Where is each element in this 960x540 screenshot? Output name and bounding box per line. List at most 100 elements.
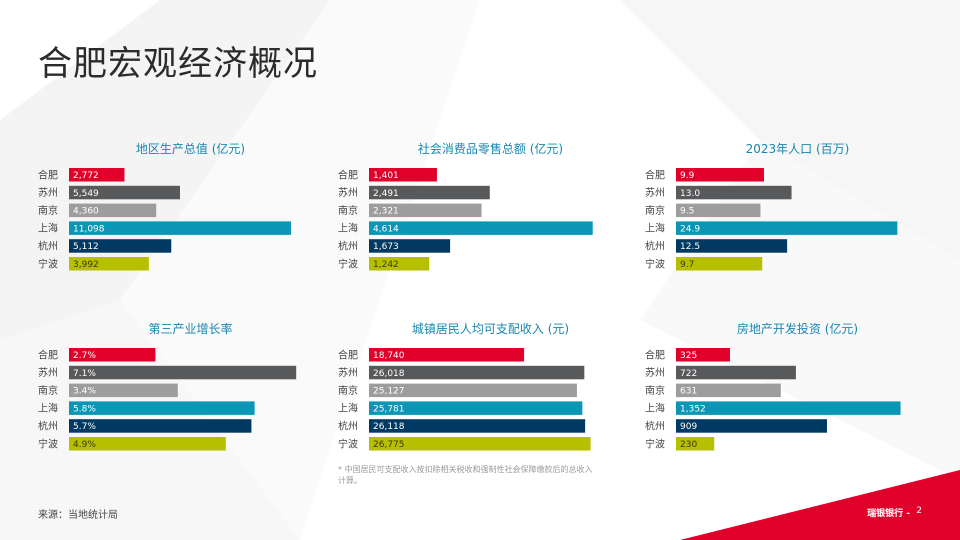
category-label: 合肥 <box>645 168 665 181</box>
bar <box>369 168 437 182</box>
value-label: 7.1% <box>73 369 96 379</box>
bar <box>676 221 898 235</box>
value-label: 9.5 <box>680 207 694 217</box>
chart-tertiary-growth: 第三产业增长率 合肥 2.7% 苏州 7.1% 南京 3.4% 上海 5.8% 杭州 5.7% 宁波… <box>38 320 313 470</box>
value-label: 9.9 <box>680 171 695 181</box>
category-label: 宁波 <box>645 257 665 270</box>
bar <box>676 365 796 380</box>
category-label: 合肥 <box>645 348 665 361</box>
bar <box>676 168 764 182</box>
value-label: 25,127 <box>373 387 405 397</box>
value-label: 2.7% <box>73 351 96 361</box>
chart-disposable-income: 城镇居民人均可支配收入 (元) 合肥 18,740 苏州 26,018 南京 25,127… <box>338 320 613 470</box>
value-label: 12.5 <box>680 242 700 252</box>
value-label: 13.0 <box>680 189 700 199</box>
bar <box>369 239 451 253</box>
bar <box>69 185 180 200</box>
value-label: 4,360 <box>73 207 99 217</box>
chart-population: 2023年人口 (百万) 合肥 9.9 苏州 13.0 南京 9.5 上海 24.9 杭州 12.… <box>645 140 920 290</box>
category-label: 杭州 <box>645 419 665 432</box>
category-label: 合肥 <box>338 348 358 361</box>
category-label: 上海 <box>38 222 58 235</box>
value-label: 25,781 <box>373 404 405 414</box>
value-label: 26,775 <box>373 440 405 450</box>
category-label: 合肥 <box>38 168 58 181</box>
category-label: 杭州 <box>645 239 665 252</box>
category-label: 宁波 <box>338 437 358 450</box>
category-label: 苏州 <box>338 366 358 379</box>
page-number: 2 <box>916 506 922 516</box>
value-label: 1,401 <box>373 171 399 181</box>
bar <box>676 257 763 271</box>
chart-real-estate-investment: 房地产开发投资 (亿元) 合肥 325 苏州 722 南京 631 上海 1,352 杭州 909… <box>645 320 920 470</box>
value-label: 5.7% <box>73 422 96 432</box>
category-label: 宁波 <box>38 257 58 270</box>
bar-chart-tertiary-growth: 合肥 2.7% 苏州 7.1% 南京 3.4% 上海 5.8% 杭州 5.7% 宁波 4.9% <box>38 348 297 451</box>
bar <box>676 203 761 218</box>
chart-retail-sales: 社会消费品零售总额 (亿元) 合肥 1,401 苏州 2,491 南京 2,321 上海 4,… <box>338 140 613 290</box>
category-label: 南京 <box>38 204 58 217</box>
value-label: 26,118 <box>373 422 405 432</box>
value-label: 24.9 <box>680 224 700 234</box>
category-label: 上海 <box>38 402 58 415</box>
category-label: 宁波 <box>38 437 58 450</box>
bar <box>69 419 252 433</box>
bar <box>369 419 586 433</box>
value-label: 1,352 <box>680 404 706 414</box>
value-label: 3,992 <box>73 260 99 270</box>
category-label: 南京 <box>338 204 358 217</box>
value-label: 5,112 <box>73 242 99 252</box>
bar <box>676 437 715 451</box>
value-label: 722 <box>680 369 697 379</box>
bar <box>676 239 788 253</box>
value-label: 1,242 <box>373 260 399 270</box>
category-label: 上海 <box>645 402 665 415</box>
category-label: 杭州 <box>338 239 358 252</box>
bar-chart-disposable-income: 合肥 18,740 苏州 26,018 南京 25,127 上海 25,781 杭州 26,118… <box>338 348 591 451</box>
category-label: 上海 <box>338 402 358 415</box>
bar <box>676 383 781 398</box>
value-label: 9.7 <box>680 260 694 270</box>
value-label: 230 <box>680 440 697 450</box>
chart-gdp: 地区生产总值 (亿元) 合肥 2,772 苏州 5,549 南京 4,360 上海 11,09… <box>38 140 313 290</box>
bar <box>369 203 482 218</box>
bar <box>369 383 577 398</box>
bar <box>69 365 297 380</box>
bar <box>676 401 901 415</box>
bar <box>69 401 255 415</box>
bar-chart-real-estate-investment: 合肥 325 苏州 722 南京 631 上海 1,352 杭州 909 宁波 230 <box>645 348 901 451</box>
value-label: 1,673 <box>373 242 399 252</box>
bar <box>69 437 226 451</box>
category-label: 南京 <box>38 384 58 397</box>
bar-chart-gdp: 合肥 2,772 苏州 5,549 南京 4,360 上海 11,098 杭州 5,112 宁波 3,… <box>38 168 291 271</box>
value-label: 5,549 <box>73 189 99 199</box>
red-corner-band <box>680 470 960 540</box>
value-label: 4.9% <box>73 440 96 450</box>
value-label: 26,018 <box>373 369 405 379</box>
bar <box>676 419 827 433</box>
bar <box>369 348 525 362</box>
bar <box>69 203 157 218</box>
value-label: 11,098 <box>73 224 105 234</box>
value-label: 2,491 <box>373 189 399 199</box>
chart-title: 社会消费品零售总额 (亿元) <box>417 142 564 156</box>
bar <box>369 257 430 271</box>
chart-title: 第三产业增长率 <box>148 322 233 336</box>
bar <box>69 348 156 362</box>
footnote: * 中国居民可支配收入按扣除相关税收和强制性社会保障缴款后的总收入计算。 <box>338 465 593 485</box>
bar-chart-population: 合肥 9.9 苏州 13.0 南京 9.5 上海 24.9 杭州 12.5 宁波 9.7 <box>645 168 898 271</box>
category-label: 宁波 <box>338 257 358 270</box>
source-note: 来源：当地统计局 <box>38 510 118 521</box>
chart-title: 地区生产总值 (亿元) <box>135 142 246 156</box>
category-label: 上海 <box>338 222 358 235</box>
value-label: 325 <box>680 351 697 361</box>
bar <box>69 257 149 271</box>
bar <box>676 348 730 362</box>
value-label: 2,321 <box>373 207 399 217</box>
bar <box>369 221 593 235</box>
value-label: 3.4% <box>73 387 96 397</box>
category-label: 南京 <box>338 384 358 397</box>
brand-label: 瑞银银行 - <box>867 509 910 519</box>
bar <box>69 168 125 182</box>
category-label: 合肥 <box>338 168 358 181</box>
